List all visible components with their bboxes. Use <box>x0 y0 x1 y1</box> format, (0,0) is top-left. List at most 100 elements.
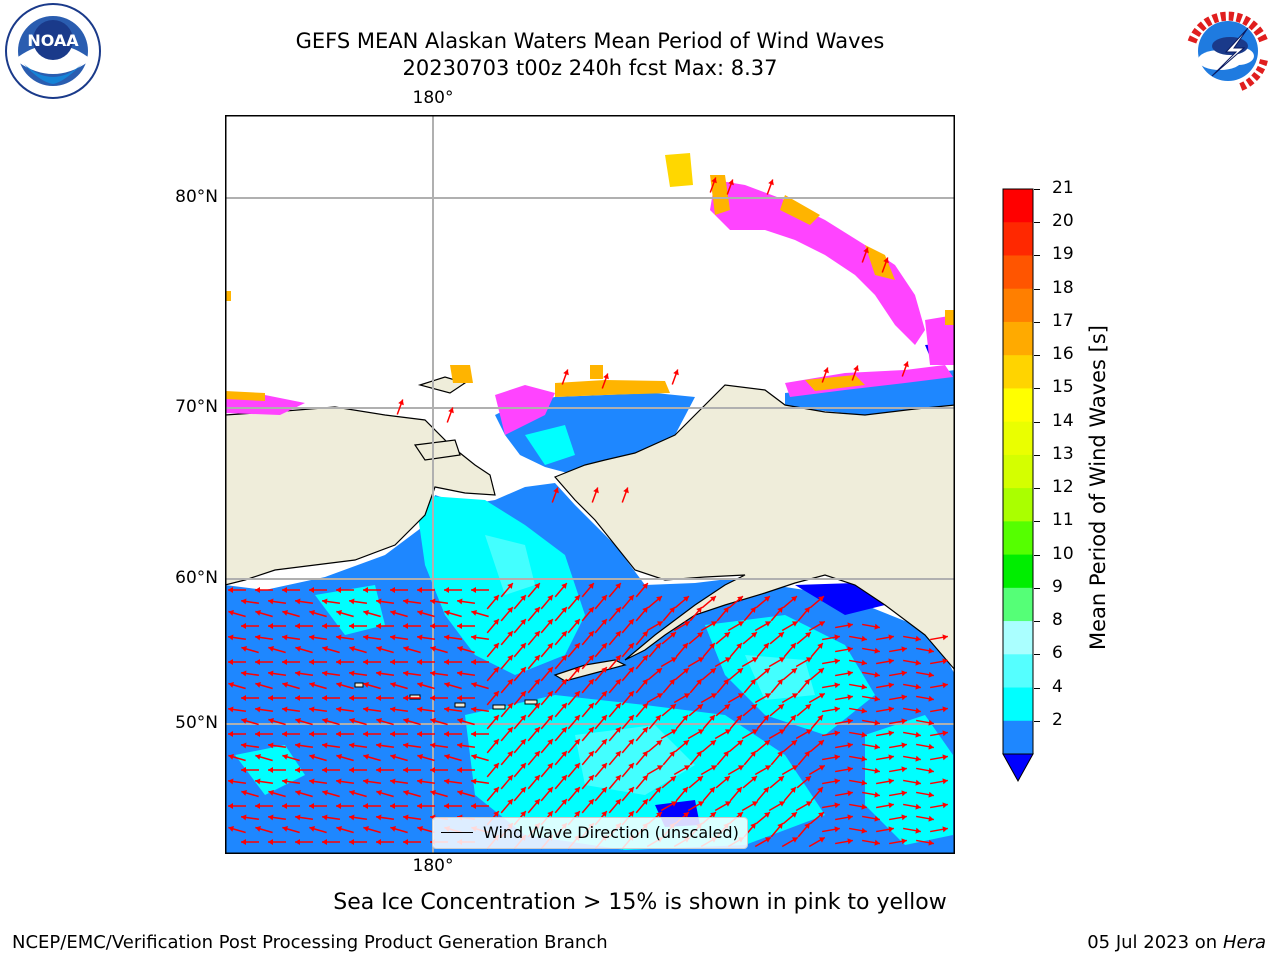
wind-arrow <box>743 750 757 766</box>
wind-arrow <box>363 731 381 737</box>
wind-arrow <box>903 659 921 666</box>
wind-arrow <box>876 706 894 713</box>
wind-arrow <box>608 726 622 742</box>
wind-arrow <box>294 814 314 821</box>
wind-arrow <box>930 730 948 737</box>
wind-arrow <box>321 670 341 677</box>
wind-arrow <box>527 798 541 814</box>
colorbar-tick-label: 17 <box>1052 310 1074 331</box>
wind-arrow <box>240 742 260 749</box>
wind-arrow <box>876 778 894 785</box>
wind-arrow <box>810 642 824 658</box>
wind-arrow <box>822 634 840 641</box>
wind-arrow <box>849 635 867 642</box>
wind-arrow <box>808 620 826 632</box>
wind-arrow <box>429 670 449 677</box>
colorbar-tick-mark <box>1034 454 1040 456</box>
wind-arrow <box>661 775 677 789</box>
wind-arrow <box>660 800 678 812</box>
wind-arrow <box>687 728 705 740</box>
wind-arrow <box>457 718 475 726</box>
wind-arrow <box>444 754 462 762</box>
wind-arrow <box>389 778 409 785</box>
colorbar-tick-mark <box>1034 654 1040 656</box>
wind-arrow <box>608 702 622 718</box>
wind-arrow <box>241 695 259 701</box>
wind-arrow <box>608 750 622 766</box>
wind-arrow <box>241 718 259 726</box>
wind-arrow <box>743 678 757 694</box>
colorbar-tick-label: 9 <box>1052 576 1063 597</box>
wind-arrow <box>675 714 689 730</box>
wind-arrow <box>457 695 475 701</box>
wind-arrow <box>349 623 367 629</box>
colorbar-tick-label: 15 <box>1052 377 1074 398</box>
wind-arrow <box>781 836 799 848</box>
colorbar-tick-label: 11 <box>1052 510 1074 531</box>
colorbar-segment <box>1003 454 1033 489</box>
colorbar-segment <box>1003 388 1033 423</box>
colorbar-tick-label: 6 <box>1052 643 1063 664</box>
wind-arrow <box>916 719 934 726</box>
wind-arrow <box>849 779 867 786</box>
wind-arrow <box>322 623 340 629</box>
wind-arrow <box>540 786 554 802</box>
wind-arrow <box>500 582 514 598</box>
wind-arrow <box>321 598 341 605</box>
wind-arrow <box>403 767 421 773</box>
wind-arrow <box>390 731 408 737</box>
wind-arrow <box>769 631 785 645</box>
wind-arrow <box>822 706 840 713</box>
wind-arrow <box>754 620 772 632</box>
wind-arrow <box>567 786 581 802</box>
wind-arrow <box>336 731 354 737</box>
wind-arrow <box>470 706 490 713</box>
wind-arrow <box>457 646 475 654</box>
wind-arrow <box>540 666 554 682</box>
colorbar-tick-label: 14 <box>1052 410 1074 431</box>
wind-arrow <box>756 714 770 730</box>
wind-arrow <box>294 598 314 605</box>
wind-arrow <box>282 803 300 809</box>
wind-arrow <box>527 726 541 742</box>
wind-arrow <box>756 786 770 802</box>
wind-arrow <box>809 667 825 681</box>
wind-arrow <box>267 814 287 821</box>
wind-arrow <box>567 738 581 754</box>
wind-arrow <box>390 682 408 690</box>
wind-arrow <box>851 365 859 381</box>
wind-arrow <box>689 678 703 694</box>
wind-arrow <box>862 719 880 726</box>
wind-arrow <box>255 803 273 809</box>
wind-arrow <box>755 595 771 609</box>
wind-arrow <box>513 738 527 754</box>
wind-arrow <box>554 606 568 622</box>
wind-arrow <box>254 706 274 713</box>
wind-arrow <box>282 754 300 762</box>
wind-arrow <box>567 714 581 730</box>
wind-arrow <box>662 750 676 766</box>
wind-arrow <box>267 598 287 605</box>
wind-arrow <box>770 750 784 766</box>
wind-arrow <box>930 706 948 713</box>
wind-arrow <box>755 811 771 825</box>
wind-arrow <box>390 659 408 665</box>
wind-arrow <box>662 606 676 622</box>
wind-arrow <box>308 634 328 641</box>
wind-arrow <box>336 803 354 809</box>
wind-arrow <box>876 658 894 665</box>
wind-arrow <box>783 786 797 802</box>
colorbar-segment <box>1003 321 1033 356</box>
wind-arrow <box>822 682 840 689</box>
wind-arrow <box>688 631 704 645</box>
colorbar-segment <box>1003 355 1033 389</box>
wind-arrow <box>916 815 934 822</box>
wind-arrow <box>822 730 840 737</box>
wind-arrow <box>916 695 934 702</box>
wind-arrow <box>500 630 514 646</box>
wind-arrow <box>403 646 421 654</box>
wind-arrow <box>822 754 840 761</box>
wind-arrow <box>486 714 500 730</box>
wind-arrow <box>470 634 490 641</box>
wind-arrow <box>700 620 718 632</box>
